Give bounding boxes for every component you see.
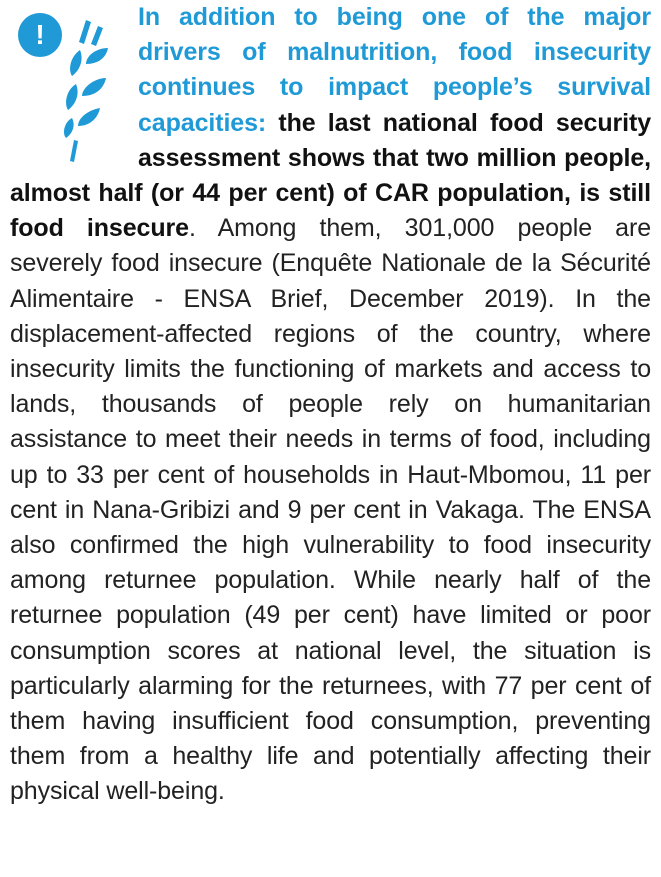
lead-text: In addition to being one of the major dr… [138, 3, 651, 137]
wheat-graphic [18, 13, 108, 162]
body-text: . Among them, 301,000 people are severel… [10, 214, 651, 806]
highlight-text: the last national food security assessme… [10, 108, 651, 243]
icon-mark: ! [35, 19, 45, 50]
paragraph: In addition to being one of the major dr… [10, 0, 651, 810]
wheat-icon: ! [10, 0, 138, 170]
